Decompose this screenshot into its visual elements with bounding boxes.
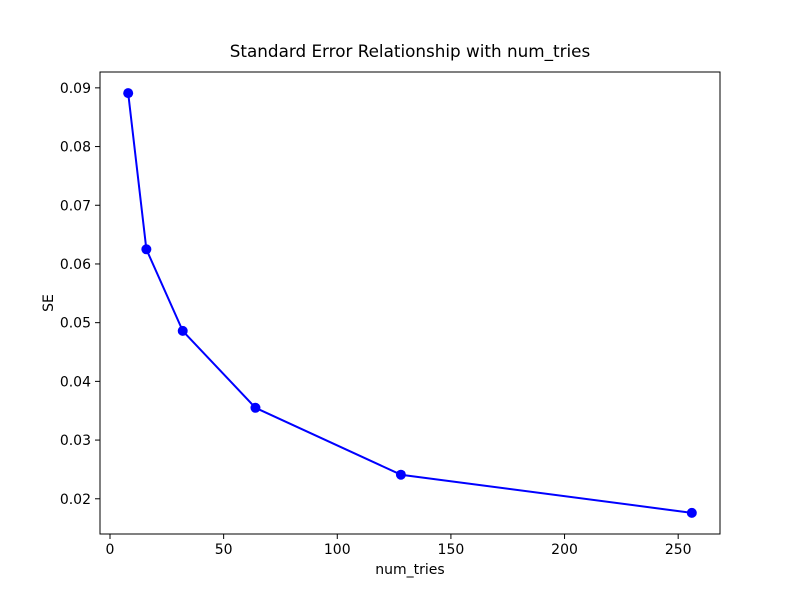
chart-title: Standard Error Relationship with num_tri… — [229, 41, 591, 61]
axes-frame — [99, 71, 721, 535]
x-tick-label: 50 — [215, 542, 233, 558]
y-tick-label: 0.03 — [60, 433, 91, 449]
data-point — [250, 402, 261, 413]
data-point — [686, 507, 697, 518]
y-tick-label: 0.02 — [60, 492, 91, 508]
x-tick-label: 100 — [324, 542, 351, 558]
data-point — [141, 244, 152, 255]
x-tick-label: 200 — [551, 542, 578, 558]
data-point — [123, 88, 134, 99]
y-tick-label: 0.04 — [60, 374, 91, 390]
data-point — [395, 469, 406, 480]
y-tick-label: 0.08 — [60, 140, 91, 156]
data-point — [177, 325, 188, 336]
y-axis-label: SE — [41, 294, 57, 312]
y-tick-label: 0.05 — [60, 316, 91, 332]
se-line — [127, 93, 692, 514]
x-tick-label: 250 — [665, 542, 692, 558]
x-tick-label: 0 — [106, 542, 115, 558]
x-axis-label: num_tries — [375, 562, 445, 578]
y-tick-label: 0.07 — [60, 198, 91, 214]
x-tick-label: 150 — [438, 542, 465, 558]
y-tick-label: 0.09 — [60, 81, 91, 97]
y-tick-label: 0.06 — [60, 257, 91, 273]
